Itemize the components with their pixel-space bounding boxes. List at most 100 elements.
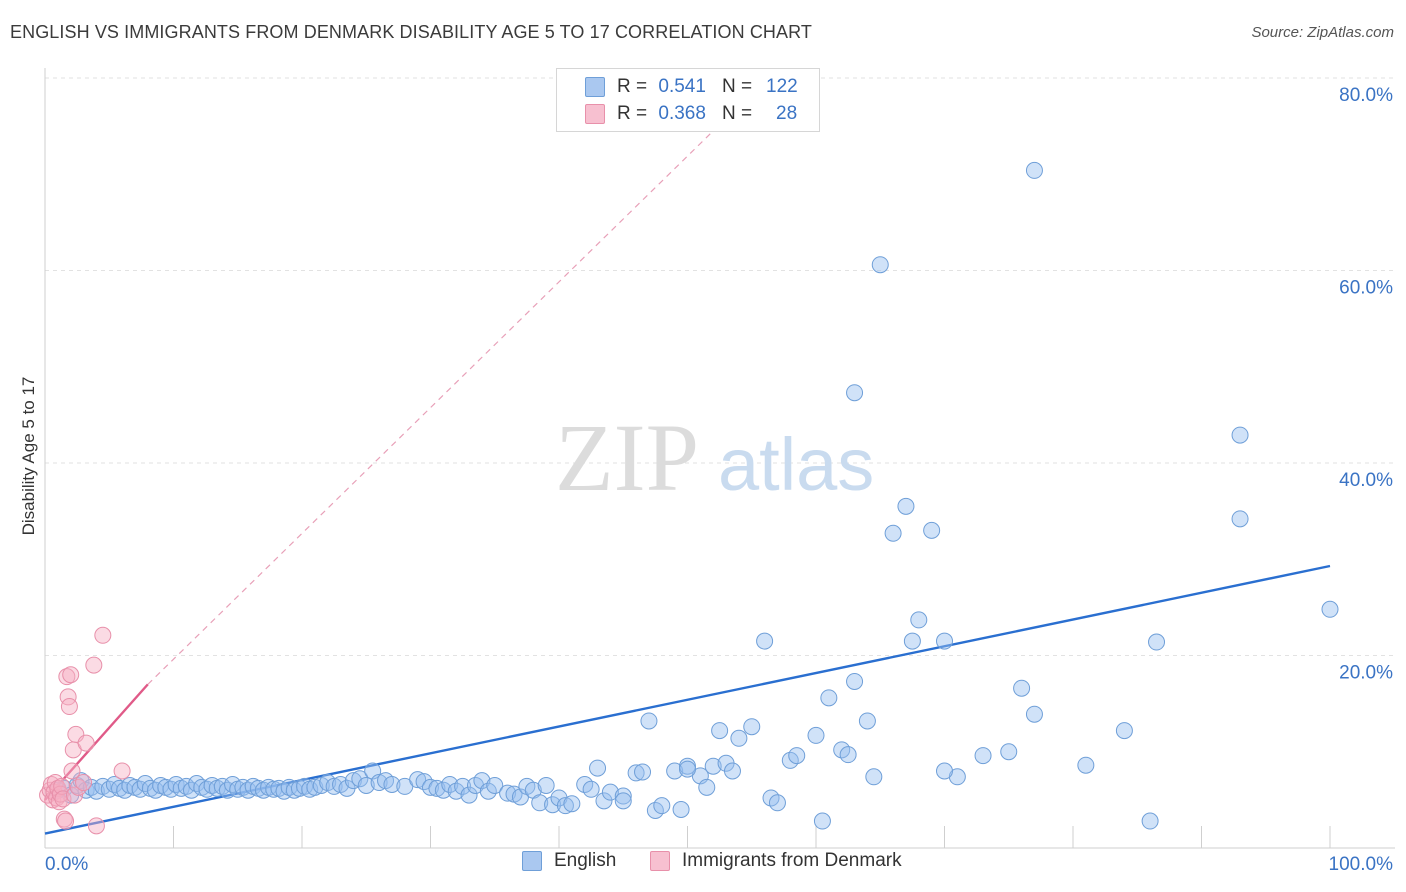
english-point <box>730 729 748 747</box>
english-point <box>846 384 864 402</box>
english-point <box>711 722 729 740</box>
english-point <box>383 775 401 793</box>
watermark-atlas: atlas <box>718 423 874 506</box>
english-point <box>974 747 992 765</box>
x-tick-label: 0.0% <box>45 854 88 875</box>
english-point <box>1077 756 1095 774</box>
english-point <box>428 779 446 797</box>
legend-swatch-english <box>585 77 605 97</box>
english-point <box>666 762 684 780</box>
english-point <box>1148 633 1166 651</box>
english-point <box>351 770 369 788</box>
english-point <box>884 524 902 542</box>
legend-n-label: N = <box>721 103 753 124</box>
legend-row-denmark: R = 0.368 N = 28 <box>585 102 797 126</box>
legend-swatch-denmark <box>585 104 605 124</box>
y-tick-label: 80.0% <box>1339 85 1393 106</box>
english-point <box>582 780 600 798</box>
english-point <box>679 760 696 778</box>
english-point <box>653 797 671 815</box>
legend-label-denmark: Immigrants from Denmark <box>682 850 902 871</box>
english-point <box>563 795 581 813</box>
english-point <box>1115 722 1133 740</box>
english-point <box>499 784 517 802</box>
english-point <box>601 783 619 801</box>
english-point <box>434 781 452 799</box>
english-point <box>454 777 472 795</box>
legend-item-denmark[interactable]: Immigrants from Denmark <box>650 850 902 872</box>
english-point <box>473 772 491 790</box>
english-point <box>614 792 632 810</box>
english-point <box>537 776 555 794</box>
english-point <box>1013 679 1031 697</box>
y-axis-label: Disability Age 5 to 17 <box>19 377 38 536</box>
english-point <box>479 782 497 800</box>
chart-title: ENGLISH VS IMMIGRANTS FROM DENMARK DISAB… <box>10 22 812 42</box>
correlation-legend: R = 0.541 N = 122 R = 0.368 N = 28 <box>556 68 820 132</box>
english-point <box>486 776 504 794</box>
legend-n-value: 28 <box>776 103 798 124</box>
english-point <box>871 256 889 274</box>
english-point <box>306 778 324 796</box>
axes <box>44 68 1395 849</box>
english-point <box>910 611 928 629</box>
denmark-point <box>63 762 81 780</box>
english-point <box>704 757 722 775</box>
y-tick-label: 60.0% <box>1339 278 1393 299</box>
x-tick-label: 100.0% <box>1329 854 1394 875</box>
denmark-point <box>62 666 80 684</box>
denmark-point <box>53 777 71 795</box>
english-point <box>1000 743 1018 761</box>
english-point <box>357 776 375 794</box>
y-tick-label: 20.0% <box>1339 663 1393 684</box>
english-point <box>897 497 915 515</box>
legend-swatch-english <box>522 851 542 871</box>
denmark-point <box>60 698 78 716</box>
watermark-zip: ZIP <box>555 404 699 511</box>
english-point <box>640 712 658 730</box>
english-point <box>768 794 786 812</box>
english-point <box>936 762 953 780</box>
english-point <box>441 775 459 793</box>
english-point <box>1321 600 1339 618</box>
denmark-point <box>87 817 105 835</box>
denmark-point <box>66 786 84 804</box>
english-point <box>788 747 806 765</box>
english-point <box>325 777 343 795</box>
english-point <box>807 726 825 744</box>
english-point <box>422 778 439 796</box>
legend-r-value: 0.368 <box>658 103 706 124</box>
english-point <box>743 718 761 736</box>
english-point <box>1231 510 1249 528</box>
y-tick-label: 40.0% <box>1339 470 1393 491</box>
english-point <box>614 787 632 805</box>
english-point <box>936 632 953 650</box>
legend-n-value: 122 <box>766 76 798 97</box>
english-point <box>116 781 134 799</box>
english-point <box>820 689 838 707</box>
series-legend: English Immigrants from Denmark <box>0 850 1406 880</box>
english-point <box>839 746 857 764</box>
denmark-point <box>85 656 103 674</box>
english-point <box>865 768 883 786</box>
english-point <box>858 712 876 730</box>
english-point <box>147 781 165 799</box>
english-point <box>923 521 941 539</box>
english-point <box>756 632 774 650</box>
english-point <box>460 786 478 804</box>
denmark-point <box>57 812 75 830</box>
legend-item-english[interactable]: English <box>522 850 616 872</box>
english-point <box>531 794 549 812</box>
english-point <box>1141 812 1159 830</box>
legend-r-label: R = <box>617 103 648 124</box>
english-point <box>698 778 716 796</box>
english-point <box>409 771 427 789</box>
legend-r-label: R = <box>617 76 648 97</box>
denmark-point <box>77 734 95 752</box>
denmark-point <box>69 778 87 796</box>
legend-n-label: N = <box>721 76 753 97</box>
english-trend-line <box>44 564 1331 835</box>
english-point <box>672 801 690 818</box>
english-point <box>1025 161 1043 179</box>
